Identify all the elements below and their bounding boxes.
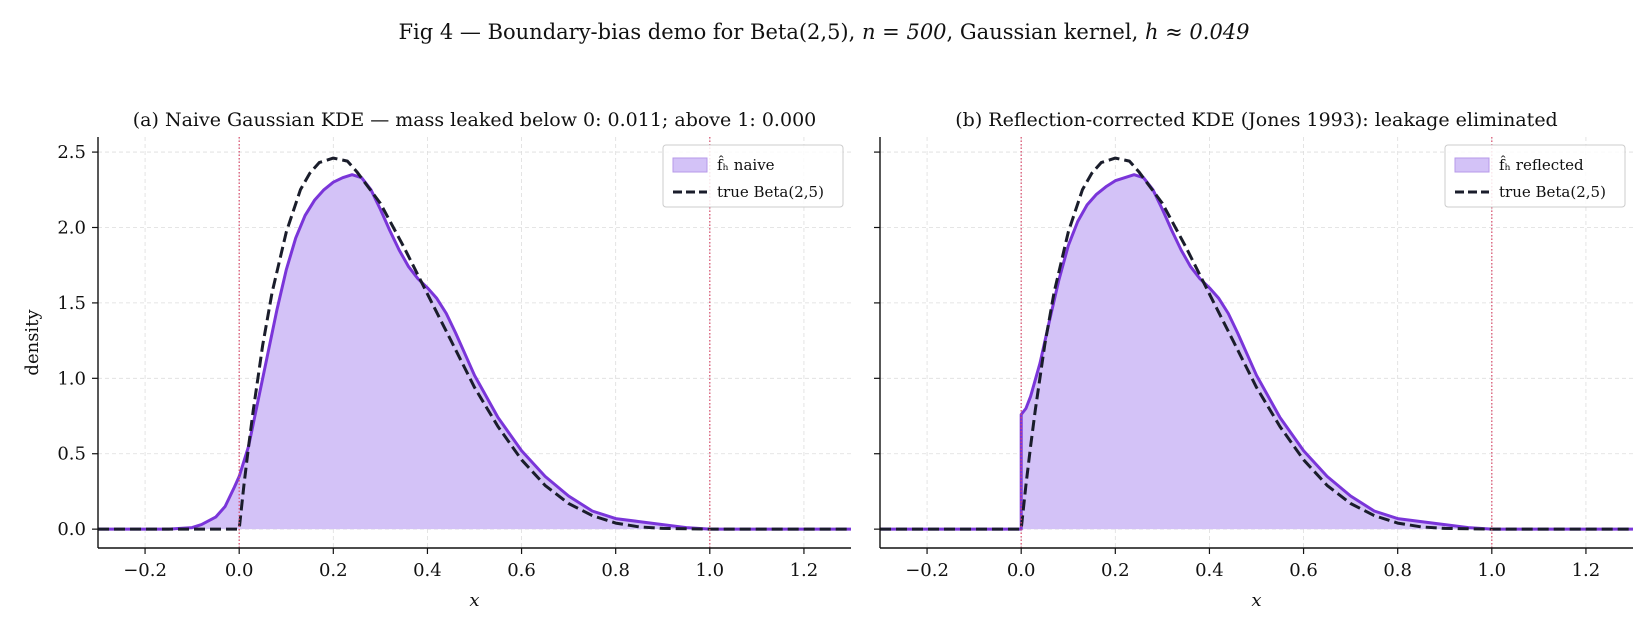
x-tick-label: 1.0: [695, 560, 724, 581]
x-tick-label: 0.2: [319, 560, 348, 581]
panel-title: (a) Naive Gaussian KDE — mass leaked bel…: [133, 109, 817, 131]
figure-title-n: n = 500: [861, 20, 947, 44]
panel-a: −0.2 0.0 0.2 0.4 0.6 0.8 1.0 1.2 0.0 0.5 1.0 1.5 2.0…: [22, 109, 851, 611]
kde-line: [880, 173, 1633, 531]
y-tick-label: 2.0: [57, 217, 86, 238]
y-axis-label: density: [22, 309, 43, 376]
legend: f̂ₕ reflected true Beta(2,5): [1444, 144, 1626, 208]
x-tick-label: −0.2: [905, 560, 949, 581]
kde-fill-area: [98, 174, 851, 530]
panel-b: −0.2 0.0 0.2 0.4 0.6 0.8 1.0 1.2 x (b) Reflection…: [874, 109, 1633, 611]
x-tick-label: 0.0: [1007, 560, 1036, 581]
true-density-line: [98, 156, 851, 531]
legend-label: f̂ₕ naive: [717, 156, 775, 174]
x-tick-label: 0.6: [507, 560, 536, 581]
plot-area: [98, 156, 851, 531]
legend-swatch-kde: [1454, 157, 1490, 173]
x-tick-label: 1.0: [1477, 560, 1506, 581]
legend-swatch-kde: [672, 157, 708, 173]
legend: f̂ₕ naive true Beta(2,5): [662, 144, 844, 208]
x-tick-label: 1.2: [790, 560, 819, 581]
true-density-line: [880, 156, 1633, 531]
kde-line: [98, 173, 851, 531]
legend-label: true Beta(2,5): [1499, 183, 1606, 201]
y-tick-label: 2.5: [57, 142, 86, 163]
plot-area: [880, 156, 1633, 531]
figure-title-prefix: Fig 4 — Boundary-bias demo for Beta(2,5)…: [398, 20, 856, 44]
y-tick-label: 0.0: [57, 519, 86, 540]
x-tick-label: 0.4: [1195, 560, 1224, 581]
x-tick-label: 0.8: [1383, 560, 1412, 581]
x-tick-label: −0.2: [123, 560, 167, 581]
legend-label: f̂ₕ reflected: [1499, 156, 1584, 174]
x-tick-label: 1.2: [1572, 560, 1601, 581]
x-axis-label: x: [1251, 590, 1261, 611]
x-tick-label: 0.4: [413, 560, 442, 581]
y-tick-label: 1.0: [57, 368, 86, 389]
figure-title-middle: , Gaussian kernel,: [946, 20, 1139, 44]
x-tick-label: 0.2: [1101, 560, 1130, 581]
figure-title-h: h ≈ 0.049: [1144, 20, 1250, 44]
x-tick-label: 0.8: [601, 560, 630, 581]
legend-box: [662, 144, 844, 208]
y-tick-label: 0.5: [57, 444, 86, 465]
legend-box: [1444, 144, 1626, 208]
panel-title: (b) Reflection-corrected KDE (Jones 1993…: [955, 109, 1557, 131]
x-axis-label: x: [469, 590, 479, 611]
kde-fill-area: [880, 174, 1633, 530]
x-tick-label: 0.0: [225, 560, 254, 581]
legend-label: true Beta(2,5): [717, 183, 824, 201]
x-tick-label: 0.6: [1289, 560, 1318, 581]
figure-title: Fig 4 — Boundary-bias demo for Beta(2,5)…: [0, 20, 1648, 44]
y-tick-label: 1.5: [57, 293, 86, 314]
